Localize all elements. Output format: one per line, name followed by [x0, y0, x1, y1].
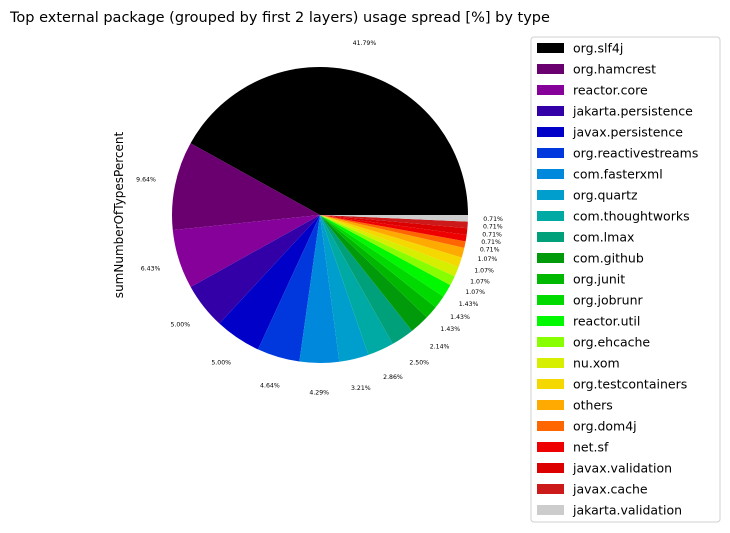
slice-org-slf4j: [190, 66, 468, 215]
chart-title: Top external package (grouped by first 2…: [9, 10, 550, 26]
legend-swatch-com-thoughtworks: [537, 211, 564, 221]
pct-label-com-lmax: 2.50%: [409, 359, 429, 366]
legend-swatch-org-hamcrest: [537, 64, 564, 74]
slice-com-thoughtworks: [320, 215, 393, 355]
legend-label-org-slf4j: org.slf4j: [573, 41, 623, 56]
pct-label-javax-validation: 0.71%: [482, 231, 502, 238]
legend-swatch-javax-persistence: [537, 127, 564, 137]
legend-label-com-github: com.github: [573, 251, 644, 266]
legend-swatch-org-dom4j: [537, 421, 564, 431]
pct-label-reactor-core: 6.43%: [141, 265, 161, 272]
legend-swatch-org-ehcache: [537, 337, 564, 347]
pct-label-javax-cache: 0.71%: [483, 224, 503, 231]
legend-label-com-lmax: com.lmax: [573, 230, 634, 245]
pct-label-reactor-util: 1.43%: [459, 301, 479, 308]
legend-swatch-javax-cache: [537, 484, 564, 494]
legend-label-com-thoughtworks: com.thoughtworks: [573, 209, 690, 224]
legend-label-jakarta-persistence: jakarta.persistence: [572, 104, 693, 119]
slice-com-github: [320, 215, 427, 331]
pct-label-com-fasterxml: 4.29%: [309, 390, 329, 397]
slice-com-lmax: [320, 215, 413, 344]
legend-swatch-reactor-core: [537, 85, 564, 95]
slice-jakarta-validation: [320, 215, 468, 222]
legend-label-others: others: [573, 398, 613, 413]
legend-label-org-hamcrest: org.hamcrest: [573, 62, 656, 77]
slice-org-jobrunr: [320, 215, 444, 308]
legend-label-com-fasterxml: com.fasterxml: [573, 167, 663, 182]
slice-com-fasterxml: [299, 215, 340, 363]
legend-swatch-nu-xom: [537, 358, 564, 368]
slice-org-ehcache: [320, 215, 455, 286]
slice-javax-validation: [320, 215, 468, 235]
legend-swatch-com-fasterxml: [537, 169, 564, 179]
legend-swatch-reactor-util: [537, 316, 564, 326]
legend-swatch-javax-validation: [537, 463, 564, 473]
pct-label-org-jobrunr: 1.43%: [450, 314, 470, 321]
y-axis-label: sumNumberOfTypesPercent: [112, 132, 126, 299]
pct-label-org-testcontainers: 1.07%: [474, 267, 494, 274]
legend-swatch-com-lmax: [537, 232, 564, 242]
pct-label-jakarta-validation: 0.71%: [483, 216, 503, 223]
legend-label-javax-persistence: javax.persistence: [572, 125, 683, 140]
slice-jakarta-persistence: [190, 215, 320, 324]
legend-swatch-org-testcontainers: [537, 379, 564, 389]
legend-label-org-reactivestreams: org.reactivestreams: [573, 146, 698, 161]
pct-label-others: 1.07%: [478, 256, 498, 263]
slice-javax-persistence: [219, 215, 320, 350]
pie-slices: [171, 66, 468, 363]
legend-swatch-org-slf4j: [537, 43, 564, 53]
pct-label-org-hamcrest: 9.64%: [136, 176, 156, 183]
legend-swatch-org-reactivestreams: [537, 148, 564, 158]
legend: org.slf4j org.hamcrest reactor.core jakarta…: [530, 36, 721, 523]
legend-label-net-sf: net.sf: [573, 440, 609, 455]
pct-label-org-quartz: 3.21%: [351, 385, 371, 392]
legend-label-org-ehcache: org.ehcache: [573, 335, 650, 350]
legend-label-nu-xom: nu.xom: [573, 356, 620, 371]
pct-label-org-reactivestreams: 4.64%: [260, 382, 280, 389]
legend-swatch-org-jobrunr: [537, 295, 564, 305]
legend-swatch-others: [537, 400, 564, 410]
legend-swatch-jakarta-persistence: [537, 106, 564, 116]
slice-org-testcontainers: [320, 215, 462, 267]
legend-label-org-junit: org.junit: [573, 272, 625, 287]
legend-swatch-org-quartz: [537, 190, 564, 200]
legend-label-javax-cache: javax.cache: [572, 482, 648, 497]
pct-label-org-dom4j: 0.71%: [480, 247, 500, 254]
legend-label-org-jobrunr: org.jobrunr: [573, 293, 644, 308]
legend-label-javax-validation: javax.validation: [572, 461, 672, 476]
legend-swatch-jakarta-validation: [537, 505, 564, 515]
slice-nu-xom: [320, 215, 459, 277]
legend-label-jakarta-validation: jakarta.validation: [572, 503, 682, 518]
legend-swatch-net-sf: [537, 442, 564, 452]
legend-label-org-dom4j: org.dom4j: [573, 419, 637, 434]
slice-reactor-util: [320, 215, 451, 297]
slice-org-dom4j: [320, 215, 466, 248]
pct-label-org-ehcache: 1.07%: [465, 289, 485, 296]
legend-swatch-com-github: [537, 253, 564, 263]
pct-label-javax-persistence: 5.00%: [211, 360, 231, 367]
slice-org-quartz: [320, 215, 369, 362]
legend-swatch-org-junit: [537, 274, 564, 284]
legend-label-org-quartz: org.quartz: [573, 188, 638, 203]
pct-label-org-junit: 1.43%: [440, 326, 460, 333]
pct-label-net-sf: 0.71%: [481, 239, 501, 246]
slice-reactor-core: [172, 215, 320, 287]
slice-others: [320, 215, 465, 258]
legend-label-reactor-core: reactor.core: [573, 83, 648, 98]
slice-org-junit: [320, 215, 436, 318]
pct-label-org-slf4j: 41.79%: [353, 40, 377, 47]
pct-label-nu-xom: 1.07%: [470, 278, 490, 285]
pct-label-com-thoughtworks: 2.86%: [383, 374, 403, 381]
legend-label-org-testcontainers: org.testcontainers: [573, 377, 687, 392]
pct-label-com-github: 2.14%: [430, 343, 450, 350]
slice-net-sf: [320, 215, 467, 242]
percentage-labels: 41.79% 9.64% 6.43% 5.00% 5.00% 4.64% 4.29% 3.21…: [136, 40, 503, 397]
slice-org-reactivestreams: [257, 215, 320, 362]
slice-org-hamcrest: [171, 143, 320, 231]
legend-label-reactor-util: reactor.util: [573, 314, 640, 329]
legend-frame: [530, 36, 721, 523]
slice-javax-cache: [320, 215, 468, 229]
pct-label-jakarta-persistence: 5.00%: [170, 322, 190, 329]
